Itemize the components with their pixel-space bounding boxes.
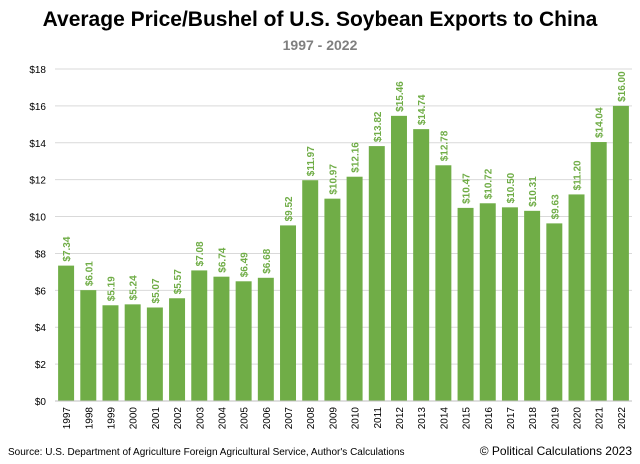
bar (235, 281, 252, 401)
x-tick-label: 2003 (195, 407, 206, 430)
x-tick-label: 2008 (306, 407, 317, 430)
bar (58, 265, 75, 401)
bar (568, 194, 585, 401)
data-label: $15.46 (395, 81, 406, 112)
data-label: $6.49 (240, 252, 251, 277)
x-tick-label: 2000 (129, 407, 140, 430)
x-tick-label: 2011 (373, 407, 384, 429)
x-tick-label: 2012 (395, 407, 406, 430)
y-tick-label: $10 (29, 213, 46, 224)
y-tick-label: $12 (29, 176, 46, 187)
data-label: $6.68 (262, 248, 273, 273)
y-tick-label: $8 (35, 249, 47, 260)
source-note: Source: U.S. Department of Agriculture F… (8, 447, 405, 458)
bar (191, 270, 208, 401)
bar (346, 176, 363, 401)
data-label: $12.78 (439, 130, 450, 161)
x-tick-label: 2004 (217, 407, 228, 430)
data-label: $6.01 (84, 261, 95, 286)
data-label: $6.74 (217, 247, 228, 272)
data-label: $7.34 (62, 236, 73, 261)
x-tick-label: 2010 (351, 407, 362, 430)
bar (80, 290, 97, 401)
data-label: $7.08 (195, 241, 206, 266)
y-tick-label: $2 (35, 360, 47, 371)
data-labels: $7.34 $6.01 $5.19 $5.24 $5.07 $5.57 $7.08 $6.74… (62, 71, 628, 304)
copyright-note: © Political Calculations 2023 (479, 444, 632, 458)
bar (546, 223, 563, 401)
bar (457, 207, 474, 401)
chart-subtitle: 1997 - 2022 (282, 37, 358, 53)
x-tick-label: 1998 (84, 407, 95, 430)
data-label: $5.19 (106, 276, 117, 301)
bar (590, 142, 607, 402)
data-label: $10.31 (528, 176, 539, 207)
bar (324, 198, 341, 401)
data-label: $16.00 (617, 71, 628, 102)
data-label: $9.63 (550, 194, 561, 219)
x-tick-label: 2013 (417, 407, 428, 430)
x-tick-label: 2016 (484, 407, 495, 430)
x-axis: 1997 1998 1999 2000 2001 2002 2003 2004 2005 2006… (55, 400, 632, 430)
gridlines (55, 68, 632, 365)
y-tick-label: $0 (35, 397, 47, 408)
data-label: $5.24 (129, 275, 140, 300)
bar (280, 225, 297, 401)
bar (612, 105, 629, 401)
bar (213, 276, 230, 401)
x-tick-label: 2005 (240, 407, 251, 430)
y-tick-label: $4 (35, 323, 47, 334)
data-label: $11.20 (573, 160, 584, 190)
x-tick-label: 2015 (462, 407, 473, 430)
x-tick-label: 2001 (151, 407, 162, 430)
bar (501, 207, 518, 401)
data-label: $5.07 (151, 278, 162, 303)
x-tick-label: 2009 (328, 407, 339, 430)
y-tick-label: $6 (35, 286, 47, 297)
bar (302, 180, 319, 401)
data-label: $12.16 (351, 142, 362, 173)
bar (390, 115, 407, 402)
bar (524, 210, 541, 401)
data-label: $11.97 (306, 146, 317, 176)
x-tick-label: 2018 (528, 407, 539, 430)
data-label: $5.57 (173, 269, 184, 294)
x-tick-label: 2017 (506, 407, 517, 430)
x-tick-label: 2021 (595, 407, 606, 430)
bar (368, 146, 385, 401)
bar (169, 298, 186, 401)
x-tick-label: 2020 (573, 407, 584, 430)
y-tick-label: $14 (29, 139, 46, 150)
bar (146, 307, 163, 401)
bar (257, 277, 274, 401)
x-tick-label: 2002 (173, 407, 184, 430)
x-tick-label: 1999 (106, 407, 117, 430)
bars (58, 105, 629, 402)
data-label: $10.50 (506, 172, 517, 203)
y-tick-label: $18 (29, 65, 46, 76)
x-tick-label: 1997 (62, 407, 73, 430)
y-tick-label: $16 (29, 102, 46, 113)
data-label: $14.04 (595, 107, 606, 138)
bar (102, 305, 119, 401)
bar (479, 203, 496, 401)
x-tick-label: 2019 (550, 407, 561, 430)
data-label: $13.82 (373, 111, 384, 142)
bar (124, 304, 141, 401)
bar (413, 129, 430, 401)
y-axis: $0 $2 $4 $6 $8 $10 $12 $14 $16 $18 (29, 65, 46, 408)
data-label: $10.97 (328, 164, 339, 195)
bar (435, 165, 452, 401)
data-label: $14.74 (417, 94, 428, 125)
x-tick-label: 2007 (284, 407, 295, 430)
x-tick-label: 2022 (617, 407, 628, 430)
data-label: $10.47 (462, 173, 473, 204)
data-label: $9.52 (284, 196, 295, 221)
chart-title: Average Price/Bushel of U.S. Soybean Exp… (42, 8, 598, 31)
x-tick-label: 2006 (262, 407, 273, 430)
x-tick-label: 2014 (439, 407, 450, 430)
data-label: $10.72 (484, 168, 495, 199)
